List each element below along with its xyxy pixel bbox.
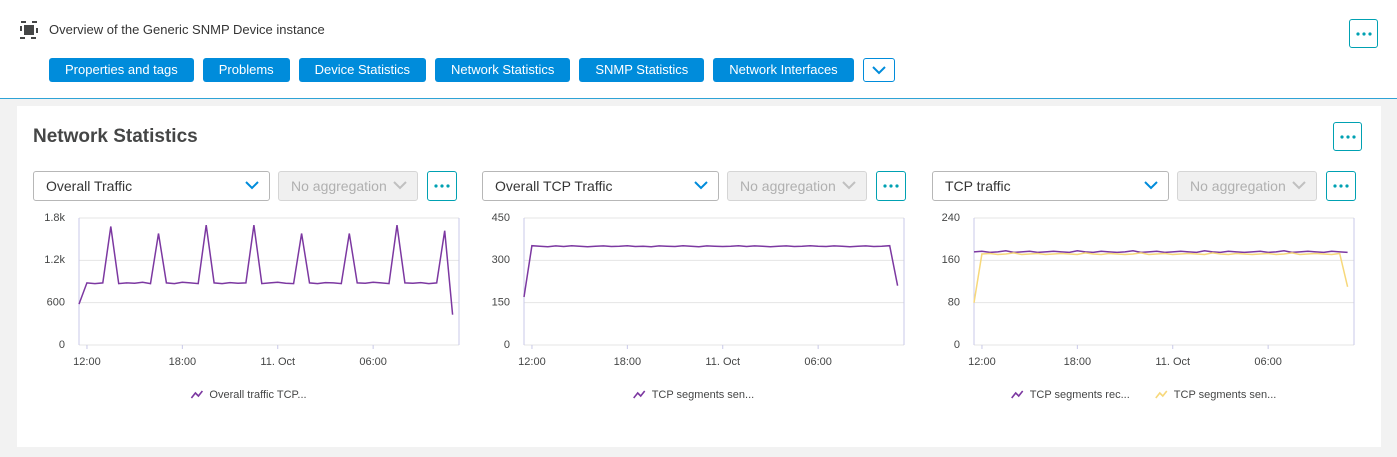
x-tick-label: 12:00 <box>518 356 546 368</box>
y-tick-label: 240 <box>942 212 960 224</box>
legend-icon <box>1155 390 1168 399</box>
x-tick-label: 18:00 <box>614 356 642 368</box>
metric-dropdown-text: Overall TCP Traffic <box>495 178 613 194</box>
series-line <box>973 250 1348 254</box>
y-tick-label: 600 <box>47 297 65 309</box>
tab[interactable]: Properties and tags <box>49 58 194 82</box>
legend-label: TCP segments sen... <box>652 389 755 401</box>
menu-button[interactable] <box>1333 122 1362 151</box>
series-line <box>78 224 454 315</box>
tab[interactable]: Problems <box>202 58 290 82</box>
header: Overview of the Generic SNMP Device inst… <box>0 0 1397 99</box>
legend-item: TCP segments sen... <box>633 389 755 401</box>
tab[interactable]: Network Statistics <box>435 58 571 82</box>
y-tick-label: 160 <box>942 254 960 266</box>
panel <box>17 106 1381 447</box>
y-tick-label: 150 <box>492 297 510 309</box>
x-tick-label: 11. Oct <box>260 356 295 368</box>
y-tick-label: 1.2k <box>44 254 65 266</box>
series-line <box>523 244 899 298</box>
x-tick-label: 18:00 <box>169 356 197 368</box>
x-tick-label: 06:00 <box>1254 356 1282 368</box>
aggregation-dropdown-text: No aggregation <box>740 178 836 194</box>
aggregation-dropdown: No aggregation <box>278 171 418 201</box>
page-title: Overview of the Generic SNMP Device inst… <box>49 22 325 37</box>
y-tick-label: 0 <box>954 339 960 351</box>
legend-icon <box>1011 390 1024 399</box>
y-tick-label: 1.8k <box>44 212 65 224</box>
legend-item: Overall traffic TCP... <box>190 389 307 401</box>
legend-label: TCP segments rec... <box>1030 389 1130 401</box>
y-tick-label: 0 <box>59 339 65 351</box>
legend-label: TCP segments sen... <box>1174 389 1277 401</box>
aggregation-dropdown-text: No aggregation <box>291 178 387 194</box>
metric-dropdown[interactable]: TCP traffic <box>932 171 1169 201</box>
y-tick-label: 450 <box>492 212 510 224</box>
x-tick-label: 06:00 <box>804 356 832 368</box>
y-tick-label: 300 <box>492 254 510 266</box>
menu-button[interactable] <box>1349 19 1378 48</box>
x-tick-label: 11. Oct <box>705 356 740 368</box>
tab[interactable]: Network Interfaces <box>713 58 854 82</box>
metric-dropdown-text: TCP traffic <box>945 178 1011 194</box>
legend-icon <box>190 390 204 399</box>
x-tick-label: 12:00 <box>73 356 101 368</box>
legend-item: TCP segments rec... <box>1011 389 1130 401</box>
tab-bar: Properties and tags Problems Device Stat… <box>49 58 895 82</box>
legend-label: Overall traffic TCP... <box>209 389 306 401</box>
tab[interactable]: SNMP Statistics <box>579 58 705 82</box>
x-tick-label: 06:00 <box>359 356 387 368</box>
metric-dropdown[interactable]: Overall TCP Traffic <box>482 171 719 201</box>
chart-menu-button[interactable] <box>1326 171 1356 201</box>
legend-icon <box>633 390 646 399</box>
y-tick-label: 0 <box>504 339 510 351</box>
x-tick-label: 18:00 <box>1064 356 1092 368</box>
legend-item: TCP segments sen... <box>1155 389 1277 401</box>
x-tick-label: 12:00 <box>968 356 996 368</box>
section-title: Network Statistics <box>33 126 198 147</box>
y-tick-label: 80 <box>948 297 960 309</box>
chart-menu-button[interactable] <box>876 171 906 201</box>
device-icon <box>20 21 38 39</box>
metric-dropdown[interactable]: Overall Traffic <box>33 171 270 201</box>
series-line <box>973 252 1349 303</box>
more-tabs-button[interactable] <box>862 58 895 82</box>
aggregation-dropdown: No aggregation <box>727 171 867 201</box>
metric-dropdown-text: Overall Traffic <box>46 178 133 194</box>
tab[interactable]: Device Statistics <box>298 58 427 82</box>
aggregation-dropdown: No aggregation <box>1177 171 1317 201</box>
chart-menu-button[interactable] <box>427 171 457 201</box>
x-tick-label: 11. Oct <box>1155 356 1190 368</box>
aggregation-dropdown-text: No aggregation <box>1190 178 1286 194</box>
